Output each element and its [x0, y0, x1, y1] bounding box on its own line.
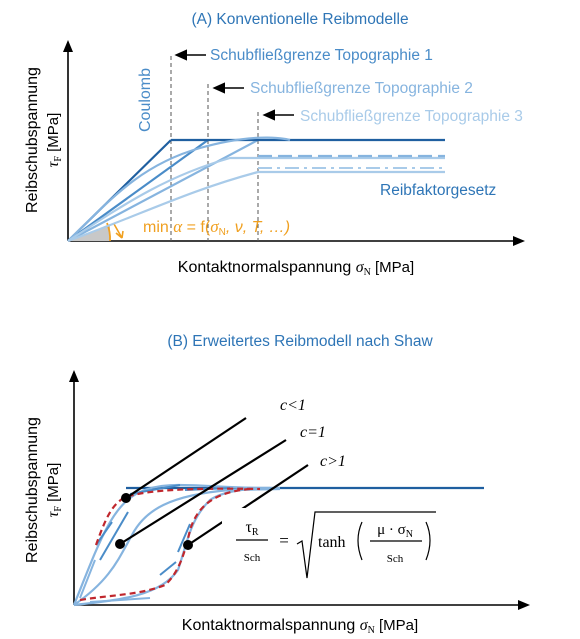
panel-b-x-label: Kontaktnormalspannung σN [MPa]	[182, 617, 418, 636]
panel-b-dot-c-gt-1	[183, 540, 193, 550]
panel-b-equation-bg	[222, 508, 440, 584]
panel-b-eq-tanh: tanh	[318, 534, 346, 551]
panel-a-x-label: Kontaktnormalspannung σN [MPa]	[178, 259, 414, 278]
panel-a-reibfaktor-label: Reibfaktorgesetz	[380, 182, 496, 199]
panel-a-x-arrowhead	[513, 236, 525, 246]
panel-a-title: (A) Konventionelle Reibmodelle	[191, 11, 408, 28]
panel-b-tangent-6	[177, 523, 191, 553]
panel-a-topo1-label: Schubfließgrenze Topographie 1	[210, 47, 433, 64]
panel-a-angle-arc	[106, 222, 111, 242]
panel-b-red-fit-2	[79, 487, 251, 602]
panel-b-y-label-line2: τF [MPa]	[45, 463, 64, 518]
panel-a-alpha-formula: min α = f(σN, ν, T, …)	[143, 217, 290, 238]
panel-b-eq-equals: =	[279, 531, 289, 550]
panel-b-c-gt-1-label: c>1	[320, 453, 346, 470]
panel-b-eq-num-right: μ · σN	[377, 522, 413, 540]
panel-b-tangent-8	[79, 559, 96, 599]
panel-b-eq-left-den: Sch	[244, 552, 261, 564]
panel-b-eq-paren-right	[425, 521, 431, 561]
panel-b-pointer-c-gt-1	[187, 464, 309, 546]
panel-b-tangent-1	[95, 521, 113, 546]
panel-b-tangent-3	[129, 484, 181, 495]
panel-a-smooth-curve-3	[67, 170, 445, 243]
panel-a-coulomb-line-2	[67, 139, 209, 242]
panel-a-topo3-label: Schubfließgrenze Topographie 3	[300, 108, 523, 125]
svg-text:τF [MPa]: τF [MPa]	[45, 463, 64, 518]
panel-b-equation: τR Sch = tanh μ · σN Sch	[222, 508, 440, 584]
svg-text:Reibschubspannung: Reibschubspannung	[24, 67, 41, 213]
panel-a: (A) Konventionelle Reibmodelle Reibschub…	[24, 11, 525, 278]
panel-b-y-arrowhead	[69, 370, 79, 382]
panel-b-red-fit-1	[94, 487, 261, 546]
svg-text:Coulomb: Coulomb	[137, 68, 154, 132]
panel-b-eq-tau: τR	[245, 519, 258, 538]
panel-a-coulomb-line-3	[67, 139, 259, 242]
panel-a-smooth-curve-1	[67, 136, 291, 242]
svg-text:τF [MPa]: τF [MPa]	[45, 113, 64, 168]
panel-a-topo2-label: Schubfließgrenze Topographie 2	[250, 80, 473, 97]
panel-b-dot-c-eq-1	[115, 539, 125, 549]
panel-b-title: (B) Erweitertes Reibmodell nach Shaw	[167, 333, 433, 350]
panel-b-pointer-c-lt-1	[125, 417, 247, 499]
panel-b: (B) Erweitertes Reibmodell nach Shaw Rei…	[24, 333, 530, 636]
panel-a-angle-arrow	[113, 223, 124, 239]
panel-b-c-lt-1-label: c<1	[280, 397, 306, 414]
panel-a-smooth-curve-2	[67, 156, 445, 242]
panel-b-y-label-line1: Reibschubspannung	[24, 417, 41, 563]
panel-b-x-arrowhead	[518, 600, 530, 610]
panel-b-curve-c-eq-1	[73, 487, 281, 606]
panel-a-y-arrowhead	[63, 40, 73, 52]
panel-b-pointer-c-eq-1	[119, 439, 287, 545]
panel-a-y-label-line1: Reibschubspannung	[24, 67, 41, 213]
panel-b-tangent-5	[159, 561, 177, 576]
panel-a-y-label-line2: τF [MPa]	[45, 113, 64, 168]
panel-b-dot-c-lt-1	[121, 493, 131, 503]
panel-b-tangent-7	[89, 597, 151, 603]
panel-a-coulomb-label: Coulomb	[137, 68, 154, 132]
svg-text:Reibschubspannung: Reibschubspannung	[24, 417, 41, 563]
panel-b-eq-sqrt	[296, 511, 436, 579]
panel-b-c-eq-1-label: c=1	[300, 424, 326, 441]
panel-b-eq-paren-left	[357, 521, 363, 561]
panel-b-eq-right-den: Sch	[387, 553, 404, 565]
panel-b-tangent-2	[99, 511, 129, 561]
